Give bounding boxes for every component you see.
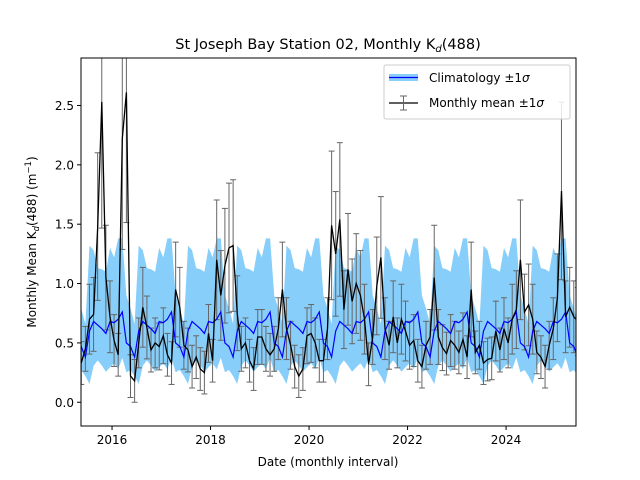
y-tick-label: 0.0 (55, 396, 74, 410)
y-axis-label: Monthly Mean Kd(488) (m−1) (24, 156, 42, 327)
x-tick-label: 2024 (491, 433, 522, 447)
x-tick-label: 2018 (195, 433, 226, 447)
title-subscript: d (435, 44, 442, 55)
legend-climatology-label: Climatology ±1σ (429, 71, 530, 85)
ylabel-subscript: d (32, 225, 42, 231)
chart-title: St Joseph Bay Station 02, Monthly Kd(488… (175, 37, 481, 55)
plot-frame (80, 57, 577, 427)
legend-box (383, 64, 571, 120)
x-tick-label: 2022 (392, 433, 423, 447)
monthly-mean-line (81, 92, 576, 383)
x-tick-label: 2020 (294, 433, 325, 447)
title-tail: (488) (442, 37, 481, 53)
x-tick-label: 2016 (97, 433, 128, 447)
y-tick-label: 2.5 (55, 99, 74, 113)
y-tick-label: 0.5 (55, 336, 74, 350)
legend: Climatology ±1σ Monthly mean ±1σ (383, 64, 571, 120)
y-tick-label: 1.5 (55, 218, 74, 232)
x-axis-label: Date (monthly interval) (258, 455, 399, 469)
ylabel-superscript: −1 (24, 161, 34, 174)
y-tick-label: 2.0 (55, 158, 74, 172)
plot-area (81, 58, 576, 403)
y-tick-label: 1.0 (55, 277, 74, 291)
x-axis: 2016 2018 2020 2022 2024 (97, 426, 522, 447)
climatology-band (81, 238, 576, 384)
legend-monthly-label: Monthly mean ±1σ (429, 96, 544, 110)
y-axis: 0.0 0.5 1.0 1.5 2.0 2.5 (55, 99, 81, 410)
